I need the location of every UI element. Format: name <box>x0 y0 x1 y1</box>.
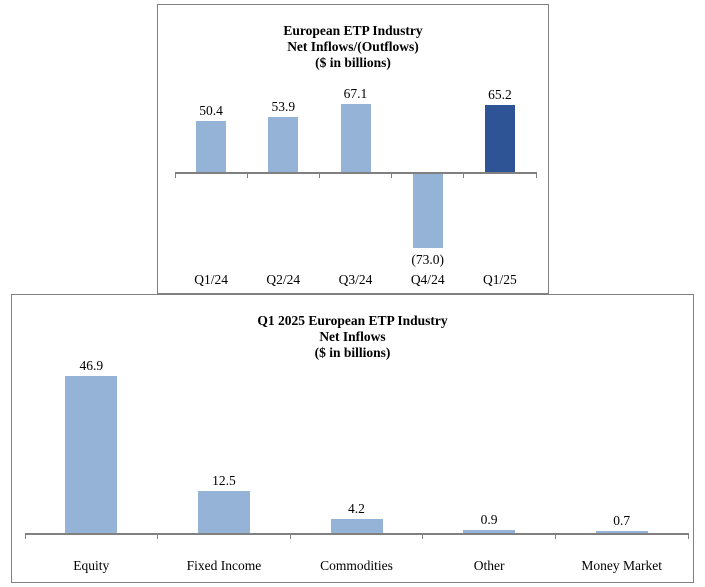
axis-tick <box>157 533 159 539</box>
category-label-q3-24: Q3/24 <box>338 272 373 287</box>
top-chart-title-line-1: European ETP Industry <box>283 23 423 38</box>
category-label-commodities: Commodities <box>320 558 393 573</box>
bar-q1-24 <box>196 120 227 172</box>
bar-money-market <box>595 530 648 533</box>
top-chart-plot-area: 50.4 Q1/24 53.9 Q2/24 67.1 Q3/24 (73.0) Q4/24 65… <box>158 5 548 293</box>
category-label-q4-24: Q4/24 <box>410 272 445 287</box>
value-label-fixed-income: 12.5 <box>212 473 236 489</box>
bar-other <box>463 529 516 533</box>
top-chart-panel: European ETP Industry Net Inflows/(Outfl… <box>157 4 549 294</box>
bottom-chart-plot-area: 46.9 Equity 12.5 Fixed Income 4.2 Commodities… <box>12 295 693 582</box>
bar-q3-24 <box>340 103 371 172</box>
axis-tick <box>687 533 689 539</box>
axis-tick <box>554 533 556 539</box>
value-label-q3-24: 67.1 <box>343 85 368 101</box>
bar-q4-24 <box>412 174 443 249</box>
bottom-chart-title-line-3: ($ in billions) <box>314 345 391 360</box>
category-label-other: Other <box>473 558 505 573</box>
top-chart-title: European ETP Industry Net Inflows/(Outfl… <box>158 5 548 71</box>
value-label-q2-24: 53.9 <box>271 99 296 115</box>
bottom-chart-panel: Q1 2025 European ETP Industry Net Inflow… <box>11 294 694 583</box>
category-label-q2-24: Q2/24 <box>266 272 301 287</box>
axis-tick <box>24 533 26 539</box>
category-label-fixed-income: Fixed Income <box>186 558 262 573</box>
value-label-other: 0.9 <box>480 511 498 527</box>
axis-tick <box>422 533 424 539</box>
axis-tick <box>463 172 465 178</box>
bar-equity <box>65 375 118 533</box>
axis-tick <box>289 533 291 539</box>
axis-tick <box>391 172 393 178</box>
value-label-q1-25: 65.2 <box>488 87 512 103</box>
category-label-q1-24: Q1/24 <box>194 272 228 287</box>
bottom-chart-title-line-1: Q1 2025 European ETP Industry <box>257 313 448 328</box>
bar-commodities <box>330 518 383 533</box>
top-chart-title-line-3: ($ in billions) <box>315 55 391 70</box>
value-label-commodities: 4.2 <box>348 500 365 516</box>
axis-tick <box>535 172 537 178</box>
axis-tick <box>174 172 176 178</box>
value-label-q1-24: 50.4 <box>199 102 223 118</box>
x-axis-line <box>25 533 688 535</box>
category-label-equity: Equity <box>73 558 110 573</box>
value-label-money-market: 0.7 <box>613 512 631 528</box>
top-chart-title-line-2: Net Inflows/(Outflows) <box>287 39 419 54</box>
bar-q2-24 <box>268 117 299 172</box>
bar-q1-25 <box>484 105 515 172</box>
bottom-chart-title-line-2: Net Inflows <box>319 329 386 344</box>
bar-fixed-income <box>197 491 250 533</box>
bottom-chart-title: Q1 2025 European ETP Industry Net Inflow… <box>12 295 693 361</box>
value-label-q4-24: (73.0) <box>411 252 444 268</box>
x-axis-line <box>175 172 536 174</box>
category-label-q1-25: Q1/25 <box>483 272 517 287</box>
axis-tick <box>246 172 248 178</box>
category-label-money-market: Money Market <box>581 558 662 573</box>
value-label-equity: 46.9 <box>79 357 104 373</box>
axis-tick <box>318 172 320 178</box>
